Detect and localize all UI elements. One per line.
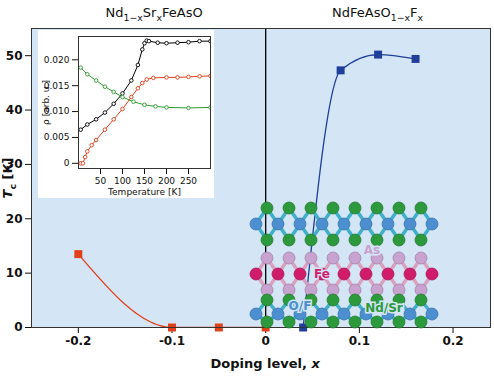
svg-text:Nd/Sr: Nd/Sr [365,301,403,315]
svg-text:0: 0 [64,158,70,168]
svg-text:Temperature [K]: Temperature [K] [107,187,181,197]
svg-text:-0.2: -0.2 [65,334,91,348]
svg-text:250: 250 [180,176,197,186]
svg-text:50: 50 [6,49,23,63]
svg-text:0.020: 0.020 [44,55,70,65]
svg-text:Fe: Fe [314,267,330,281]
svg-text:0: 0 [14,320,22,334]
svg-text:0: 0 [262,334,270,348]
svg-text:0.010: 0.010 [43,106,70,117]
svg-text:200: 200 [158,176,175,186]
svg-text:0.015: 0.015 [43,80,70,91]
svg-text:O/F: O/F [289,299,312,313]
svg-text:-0.1: -0.1 [159,334,185,348]
svg-text:100: 100 [114,176,131,186]
svg-text:40: 40 [6,103,23,117]
svg-text:NdFeAsO1−xFx: NdFeAsO1−xFx [332,5,423,23]
svg-text:150: 150 [136,176,153,186]
svg-text:0.1: 0.1 [349,334,370,348]
svg-text:0.005: 0.005 [44,132,70,142]
svg-text:0.2: 0.2 [442,334,463,348]
svg-text:50: 50 [95,176,107,186]
svg-text:20: 20 [6,212,23,226]
svg-text:As: As [364,243,380,257]
svg-text:Tc [K]: Tc [K] [0,158,18,199]
svg-text:ρ [arb. u.]: ρ [arb. u.] [41,80,51,125]
svg-text:Nd1−xSrxFeAsO: Nd1−xSrxFeAsO [106,5,203,23]
svg-text:10: 10 [6,266,23,280]
svg-text:Doping level, x: Doping level, x [210,356,320,371]
